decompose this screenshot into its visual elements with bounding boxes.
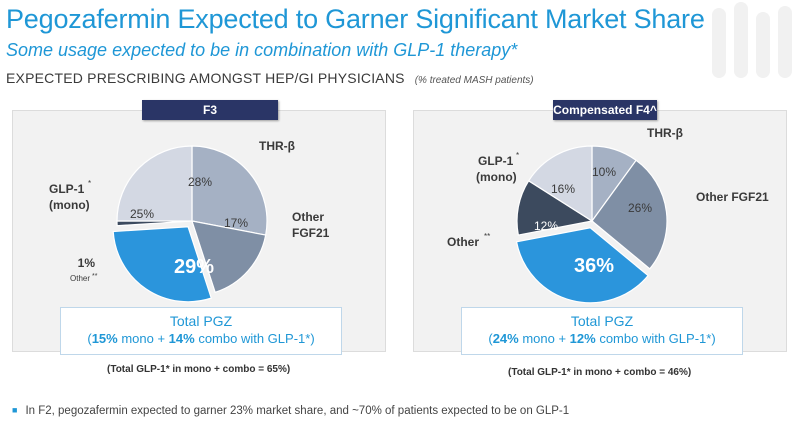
f4-slice-glp1 xyxy=(527,145,593,223)
section-label: EXPECTED PRESCRIBING AMONGST HEP/GI PHYS… xyxy=(6,70,534,86)
f4-total-combo-suffix: combo with GLP-1* xyxy=(595,331,712,346)
bullet-note: ■ In F2, pegozafermin expected to garner … xyxy=(12,405,569,417)
bullet-note-text: In F2, pegozafermin expected to garner 2… xyxy=(25,405,570,417)
f3-label-glp1-line1: GLP-1 xyxy=(49,182,85,196)
f3-label-fgf21-line1: Other xyxy=(292,210,324,224)
f4-total-open: ( xyxy=(488,331,493,346)
f4-label-other: Other xyxy=(447,235,479,249)
f4-total-close: ) xyxy=(711,331,716,346)
f4-slice-label-glp1: 16% xyxy=(551,182,575,196)
f4-label-thr: THR-β xyxy=(647,126,683,140)
f4-total-mono-suffix: mono + xyxy=(518,331,570,346)
f3-label-glp1-line2: (mono) xyxy=(49,198,90,212)
f3-label-other-value: 1% xyxy=(78,256,96,270)
f4-total-title: Total PGZ xyxy=(570,313,634,329)
f3-slice-label-glp1: 25% xyxy=(130,207,154,221)
f4-label-fgf21: Other FGF21 xyxy=(696,190,769,204)
f3-pie-chart xyxy=(112,145,268,303)
f3-total-mono-suffix: mono + xyxy=(117,331,169,346)
f3-label-thr: THR-β xyxy=(259,139,295,153)
f3-slice-thr xyxy=(191,145,268,236)
f4-slice-fgf21 xyxy=(591,159,668,270)
f3-total-pgz-box: Total PGZ (15% mono + 14% combo with GLP… xyxy=(60,307,342,355)
f3-slice-glp1 xyxy=(116,145,193,222)
f3-slice-fgf21 xyxy=(191,220,267,294)
f4-slice-label-fgf21: 26% xyxy=(628,201,652,215)
f3-label-other: Other xyxy=(70,274,90,283)
section-note: (% treated MASH patients) xyxy=(414,75,534,86)
f4-slice-label-pgz: 36% xyxy=(574,255,614,277)
f3-slice-other xyxy=(116,220,193,227)
section-label-text: EXPECTED PRESCRIBING AMONGST HEP/GI PHYS… xyxy=(6,70,405,86)
f4-total-pgz-box: Total PGZ (24% mono + 12% combo with GLP… xyxy=(461,307,743,355)
f4-footnote: (Total GLP-1* in mono + combo = 46%) xyxy=(508,367,692,378)
page-subtitle: Some usage expected to be in combination… xyxy=(6,40,518,60)
f3-label-fgf21-line2: FGF21 xyxy=(292,226,330,240)
f3-footnote: (Total GLP-1* in mono + combo = 65%) xyxy=(107,364,291,375)
f4-label-glp1-line1: GLP-1 xyxy=(478,154,514,168)
company-logo-icon xyxy=(712,2,794,82)
f3-total-close: ) xyxy=(310,331,315,346)
f4-slice-label-thr: 10% xyxy=(592,165,616,179)
f3-total-combo: 14% xyxy=(168,331,195,346)
f4-slice-label-other: 12% xyxy=(534,219,558,233)
f3-slice-label-thr: 28% xyxy=(188,175,212,189)
f3-total-combo-suffix: combo with GLP-1* xyxy=(194,331,311,346)
f3-label-glp1-sup: * xyxy=(88,179,91,188)
f4-pie-chart xyxy=(515,145,668,304)
f4-slice-pgz xyxy=(515,227,649,304)
f3-panel-title: F3 xyxy=(142,100,278,120)
f4-total-detail: (24% mono + 12% combo with GLP-1*) xyxy=(462,331,742,346)
f3-total-title: Total PGZ xyxy=(169,313,233,329)
f3-slice-label-fgf21: 17% xyxy=(224,216,248,230)
f4-total-combo: 12% xyxy=(569,331,596,346)
f3-slice-label-pgz: 29% xyxy=(174,256,214,278)
page-title: Pegozafermin Expected to Garner Signific… xyxy=(6,4,705,34)
f3-slice-pgz xyxy=(112,226,212,303)
f4-total-mono: 24% xyxy=(492,331,519,346)
bullet-dot-icon: ■ xyxy=(12,405,18,415)
f4-label-glp1-line2: (mono) xyxy=(476,170,517,184)
f4-label-glp1-sup: * xyxy=(516,151,519,160)
f3-total-detail: (15% mono + 14% combo with GLP-1*) xyxy=(61,331,341,346)
f3-label-other-sup: ** xyxy=(92,273,98,280)
f3-total-mono: 15% xyxy=(91,331,118,346)
f3-total-open: ( xyxy=(87,331,92,346)
f4-label-other-sup: ** xyxy=(484,232,490,241)
f4-panel-title: Compensated F4^ xyxy=(553,100,657,120)
